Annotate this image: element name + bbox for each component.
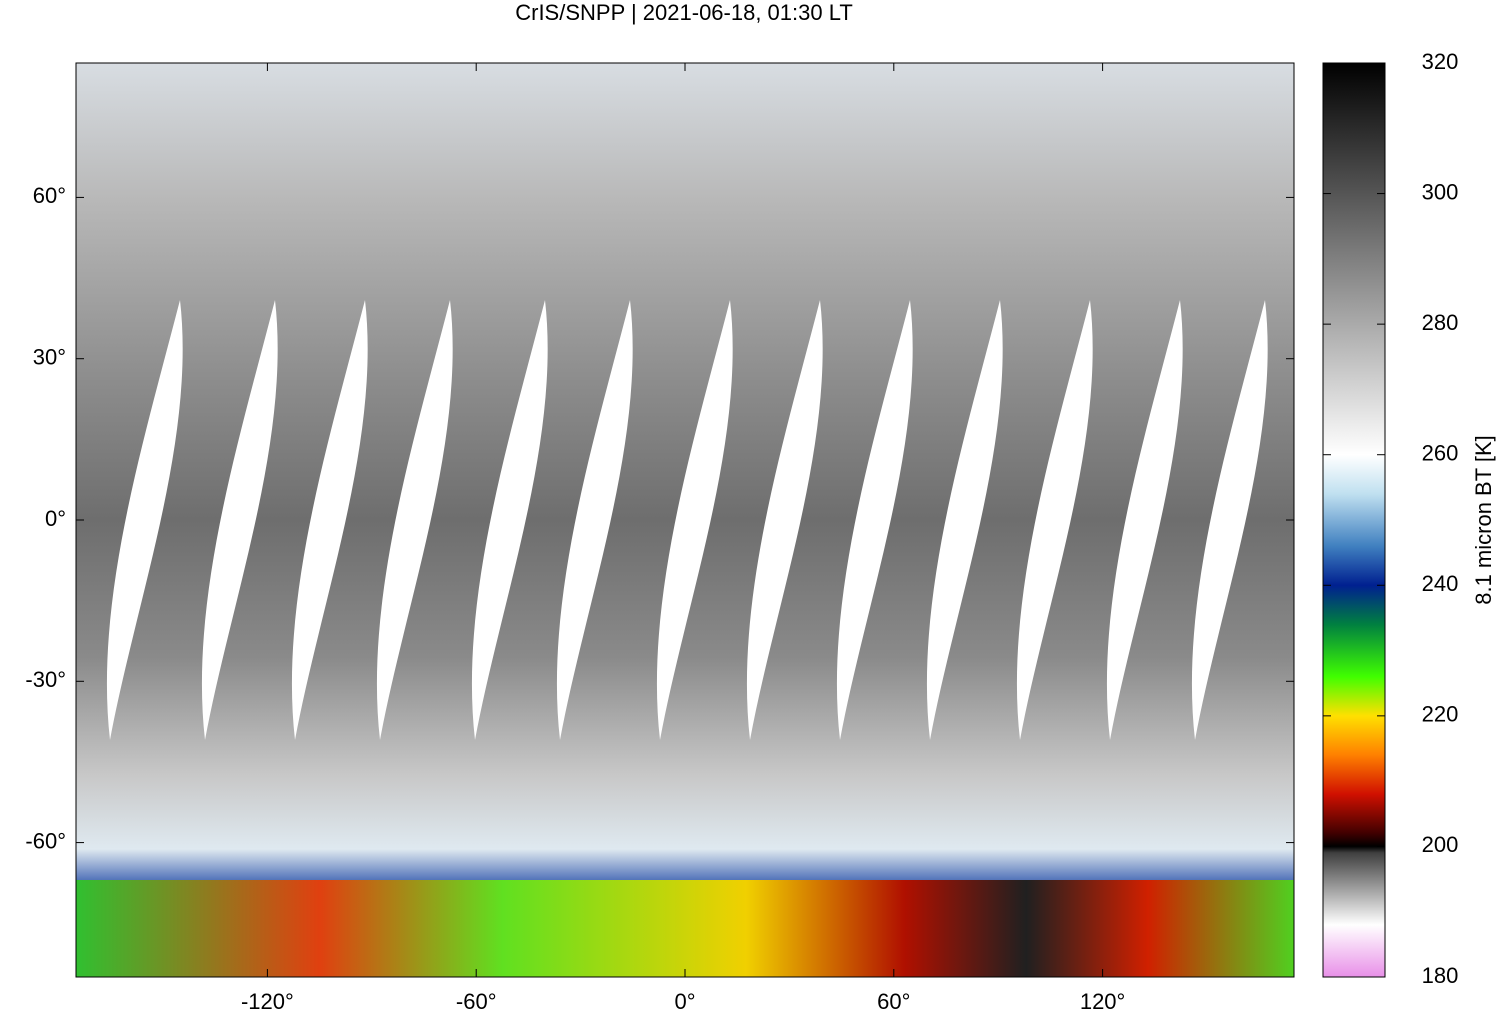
y-tick-label: 0° [45, 506, 66, 531]
map-image [76, 63, 1294, 977]
colorbar-tick-label: 280 [1422, 310, 1459, 335]
y-tick-label: -60° [25, 828, 66, 853]
colorbar-tick-label: 300 [1422, 179, 1459, 204]
colorbar-tick-label: 180 [1422, 963, 1459, 988]
x-tick-label: 0° [674, 989, 695, 1014]
swath-gap [556, 300, 633, 740]
swath-gap [656, 300, 733, 740]
x-tick-label: 60° [877, 989, 910, 1014]
chart-title: CrIS/SNPP | 2021-06-18, 01:30 LT [515, 0, 853, 25]
colorbar-tick-label: 220 [1422, 702, 1459, 727]
swath-gap [471, 300, 548, 740]
swath-gap [106, 300, 183, 740]
swath-gap [1016, 300, 1093, 740]
swath-gap [836, 300, 913, 740]
colorbar [1322, 62, 1386, 978]
swath-gap [926, 300, 1003, 740]
x-tick-label: -120° [241, 989, 294, 1014]
swath-gap [291, 300, 368, 740]
swath-gaps [106, 300, 1268, 740]
swath-gap [1106, 300, 1183, 740]
swath-gap [1191, 300, 1268, 740]
colorbar-tick-label: 320 [1422, 49, 1459, 74]
colorbar-tick-label: 240 [1422, 571, 1459, 596]
swath-gap [201, 300, 278, 740]
y-tick-label: 30° [33, 345, 66, 370]
colorbar-label: 8.1 micron BT [K] [1471, 435, 1496, 605]
y-tick-label: -30° [25, 667, 66, 692]
swath-gap [746, 300, 823, 740]
swath-gap [376, 300, 453, 740]
x-tick-label: -60° [456, 989, 497, 1014]
x-tick-label: 120° [1080, 989, 1126, 1014]
antarctic-field [76, 880, 1294, 977]
colorbar-tick-label: 200 [1422, 832, 1459, 857]
colorbar-tick-label: 260 [1422, 441, 1459, 466]
y-tick-label: 60° [33, 183, 66, 208]
